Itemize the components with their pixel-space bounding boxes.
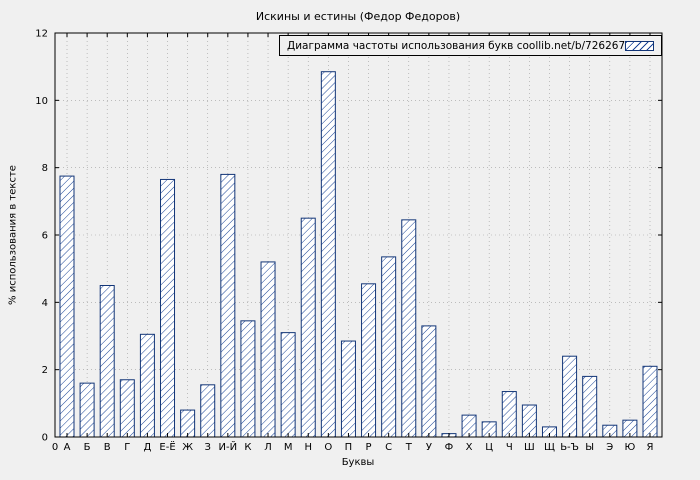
bar-З bbox=[200, 384, 216, 438]
x-tick-label: У bbox=[426, 442, 432, 453]
x-origin-label: 0 bbox=[52, 442, 58, 453]
bar-Г bbox=[119, 379, 135, 438]
x-tick-label: Э bbox=[606, 442, 613, 453]
x-tick-label: Н bbox=[304, 442, 312, 453]
x-tick-label: Л bbox=[264, 442, 272, 453]
bar-П bbox=[340, 340, 356, 438]
bar-Ь-Ъ bbox=[562, 355, 578, 438]
y-tick-label: 0 bbox=[42, 433, 48, 444]
bar-В bbox=[99, 285, 115, 438]
bar-Я bbox=[642, 365, 658, 438]
tick-labels: 0 А Б В Г Д Е-Ё Ж З И-Й К Л М Н О П Р С Т У Ф Х Ц Ч Ш Щ Ь-Ъ Ы Э Ю Я024… bbox=[35, 29, 653, 454]
x-tick-label: П bbox=[345, 442, 353, 453]
bar-Р bbox=[361, 283, 377, 438]
bars bbox=[59, 71, 658, 438]
x-tick-label: Ч bbox=[506, 442, 513, 453]
bar-Л bbox=[260, 261, 276, 438]
y-tick-label: 12 bbox=[35, 29, 48, 40]
bar-Т bbox=[401, 219, 417, 438]
y-axis-label: % использования в тексте bbox=[7, 165, 19, 305]
y-tick-label: 4 bbox=[42, 298, 48, 309]
x-tick-label: Е-Ё bbox=[159, 440, 175, 453]
bar-С bbox=[381, 256, 397, 438]
y-tick-label: 6 bbox=[42, 231, 48, 242]
x-tick-label: Ь-Ъ bbox=[560, 442, 579, 453]
x-tick-label: К bbox=[244, 442, 251, 453]
chart-title: Искины и естины (Федор Федоров) bbox=[255, 10, 461, 23]
x-tick-label: Ш bbox=[524, 442, 535, 453]
x-tick-label: М bbox=[284, 442, 293, 453]
ticks bbox=[55, 32, 662, 438]
legend-hatch-swatch bbox=[625, 40, 654, 51]
legend-label: Диаграмма частоты использования букв coo… bbox=[287, 39, 626, 52]
x-tick-label: И-Й bbox=[219, 440, 238, 453]
x-tick-label: Я bbox=[647, 442, 654, 453]
x-tick-label: Г bbox=[124, 442, 130, 453]
x-tick-label: Ы bbox=[585, 442, 594, 453]
x-tick-label: Ж bbox=[182, 442, 193, 453]
x-tick-label: А bbox=[64, 442, 71, 453]
x-tick-label: Р bbox=[366, 442, 372, 453]
x-tick-label: Д bbox=[144, 442, 152, 453]
x-tick-label: Х bbox=[466, 442, 473, 453]
y-tick-label: 8 bbox=[42, 163, 48, 174]
bar-Б bbox=[79, 382, 95, 438]
bar-Ы bbox=[582, 375, 598, 438]
bar-Ш bbox=[521, 404, 537, 438]
bar-К bbox=[240, 320, 256, 438]
bar-Ч bbox=[501, 391, 517, 438]
y-tick-label: 10 bbox=[35, 96, 48, 107]
x-tick-label: С bbox=[385, 442, 392, 453]
x-tick-label: В bbox=[104, 442, 111, 453]
y-tick-label: 2 bbox=[42, 365, 48, 376]
x-tick-label: Ю bbox=[624, 442, 635, 453]
bar-Ж bbox=[180, 409, 196, 438]
bar-А bbox=[59, 175, 75, 438]
bar-О bbox=[320, 71, 336, 438]
bar-Н bbox=[300, 217, 316, 438]
bar-У bbox=[421, 325, 437, 438]
x-tick-label: Б bbox=[84, 442, 91, 453]
bar-М bbox=[280, 332, 296, 438]
legend: Диаграмма частоты использования букв coo… bbox=[279, 35, 662, 56]
x-tick-label: Т bbox=[405, 442, 413, 453]
x-tick-label: З bbox=[205, 442, 211, 453]
x-tick-label: Ц bbox=[485, 442, 493, 453]
x-tick-label: Щ bbox=[544, 442, 555, 453]
bar-И-Й bbox=[220, 173, 236, 438]
x-tick-label: Ф bbox=[445, 442, 454, 453]
x-tick-label: О bbox=[324, 442, 332, 453]
x-axis-label: Буквы bbox=[341, 457, 375, 468]
bar-Е-Ё bbox=[160, 178, 176, 438]
bar-Д bbox=[139, 333, 155, 438]
